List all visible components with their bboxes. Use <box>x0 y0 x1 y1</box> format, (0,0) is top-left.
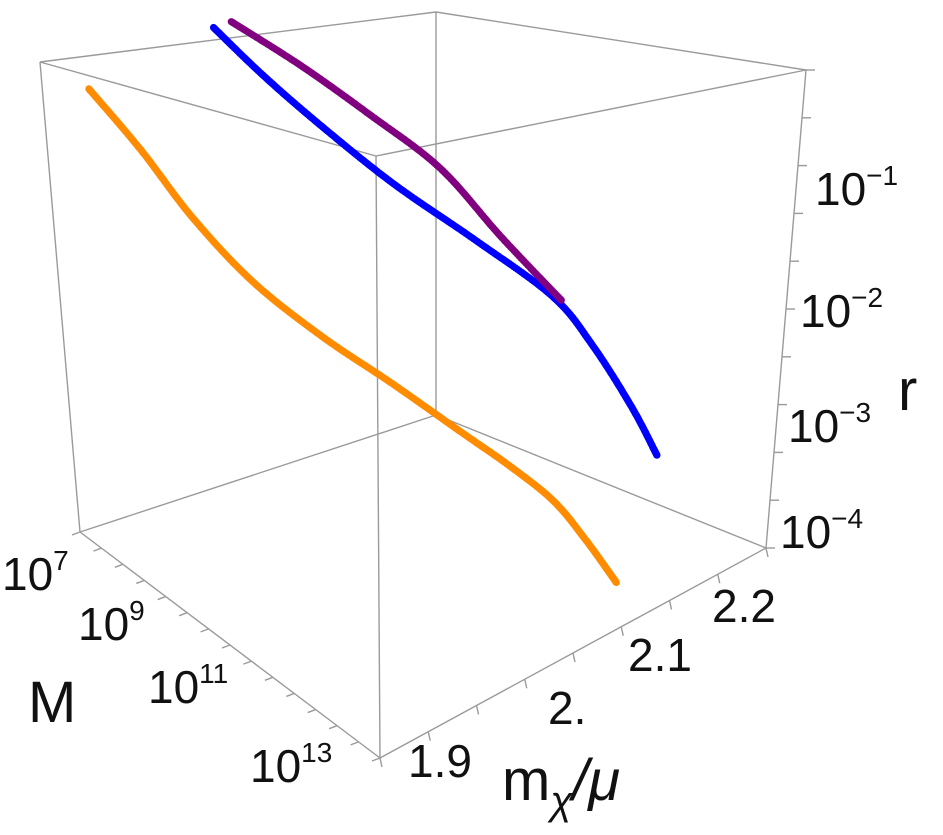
m-axis-tick-2: 109 <box>78 595 145 650</box>
box-edge-top-left <box>40 62 376 156</box>
m-axis-minor-tick <box>308 710 316 713</box>
series-layer <box>85 18 660 586</box>
x-axis-minor-tick <box>380 758 382 767</box>
m-axis-tick-1: 107 <box>2 545 69 600</box>
m-axis-minor-tick <box>222 645 230 648</box>
x-axis-minor-tick <box>525 679 527 688</box>
x-axis-tick-1: 1.9 <box>408 735 472 787</box>
r-axis-tick-3: 10−3 <box>788 397 871 452</box>
r-axis-tick-1: 10−1 <box>815 160 898 215</box>
x-axis-minor-tick <box>477 706 479 715</box>
x-axis-minor-tick <box>766 548 768 557</box>
x-axis-tick-3: 2.1 <box>628 629 692 681</box>
x-axis-minor-tick <box>573 653 575 662</box>
x-axis-tick-4: 2.2 <box>712 580 776 632</box>
box-edge-bottom-back-right <box>436 415 766 548</box>
r-axis-label: r <box>898 358 917 423</box>
box-edge-front-vertical <box>376 156 380 758</box>
m-axis-minor-tick <box>351 742 359 745</box>
m-axis-minor-tick <box>286 693 294 696</box>
series-1 <box>210 24 661 459</box>
box-edge-top-front <box>376 70 806 156</box>
r-axis-tick-2: 10−2 <box>800 282 883 337</box>
series-0 <box>85 85 620 586</box>
x-axis-label: mχ/μ <box>502 748 620 823</box>
m-axis-minor-tick <box>115 564 123 567</box>
series-0-point <box>613 579 620 586</box>
m-axis-minor-tick <box>136 580 144 583</box>
series-2-point <box>558 297 565 304</box>
m-axis-tick-4: 1013 <box>250 737 332 792</box>
m-axis-tick-3: 1011 <box>148 658 228 713</box>
m-axis-minor-tick <box>158 597 166 600</box>
m-axis-minor-tick <box>243 661 251 664</box>
m-axis-minor-tick <box>201 629 209 632</box>
series-2 <box>228 18 565 304</box>
m-axis-minor-tick <box>372 758 380 761</box>
box-edge-bottom-back-left <box>80 415 436 532</box>
box-edge-left-vertical <box>40 62 80 532</box>
r-axis-tick-4: 10−4 <box>780 503 863 558</box>
m-axis-minor-tick <box>179 613 187 616</box>
x-axis-minor-tick <box>670 601 672 610</box>
m-axis-minor-tick <box>329 726 337 729</box>
m-axis-label: M <box>28 670 76 735</box>
m-axis-minor-tick <box>93 548 101 551</box>
series-1-point <box>653 452 660 459</box>
m-axis-minor-tick <box>72 532 80 535</box>
x-axis-tick-2: 2. <box>548 682 586 734</box>
x-axis-minor-tick <box>621 627 623 636</box>
labels-layer: 107 109 1011 1013 M 1.9 2. 2.1 2.2 mχ/μ … <box>2 160 917 823</box>
box-edge-top-right <box>436 12 806 70</box>
m-axis-minor-tick <box>265 677 273 680</box>
